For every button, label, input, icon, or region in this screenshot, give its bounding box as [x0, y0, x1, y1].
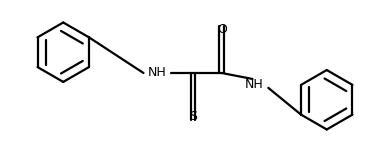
Text: S: S: [189, 110, 197, 123]
Text: NH: NH: [245, 78, 264, 91]
Text: O: O: [217, 24, 227, 36]
Text: NH: NH: [148, 66, 167, 79]
